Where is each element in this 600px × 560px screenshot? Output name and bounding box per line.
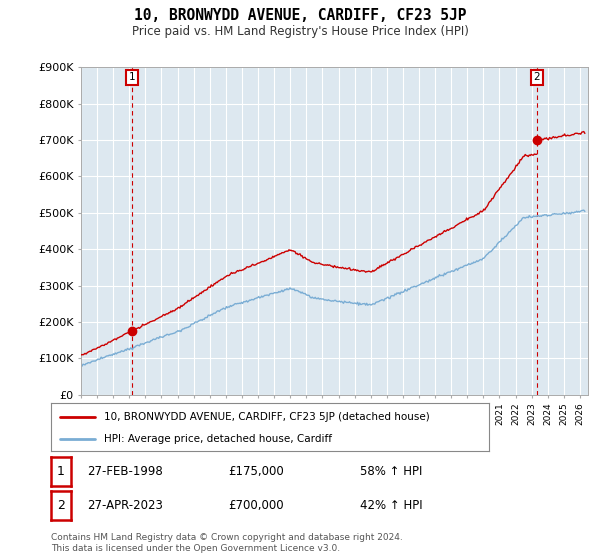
Text: £700,000: £700,000 (228, 498, 284, 512)
Text: Price paid vs. HM Land Registry's House Price Index (HPI): Price paid vs. HM Land Registry's House … (131, 25, 469, 38)
Text: 1: 1 (128, 72, 135, 82)
Text: 1: 1 (57, 465, 65, 478)
Text: 58% ↑ HPI: 58% ↑ HPI (360, 465, 422, 478)
Text: Contains HM Land Registry data © Crown copyright and database right 2024.
This d: Contains HM Land Registry data © Crown c… (51, 533, 403, 553)
Text: HPI: Average price, detached house, Cardiff: HPI: Average price, detached house, Card… (104, 434, 332, 444)
Text: 10, BRONWYDD AVENUE, CARDIFF, CF23 5JP: 10, BRONWYDD AVENUE, CARDIFF, CF23 5JP (134, 8, 466, 24)
Text: 42% ↑ HPI: 42% ↑ HPI (360, 498, 422, 512)
Text: 2: 2 (57, 498, 65, 512)
Text: 27-APR-2023: 27-APR-2023 (87, 498, 163, 512)
Text: 27-FEB-1998: 27-FEB-1998 (87, 465, 163, 478)
Text: 2: 2 (533, 72, 540, 82)
Text: £175,000: £175,000 (228, 465, 284, 478)
Text: 10, BRONWYDD AVENUE, CARDIFF, CF23 5JP (detached house): 10, BRONWYDD AVENUE, CARDIFF, CF23 5JP (… (104, 412, 430, 422)
